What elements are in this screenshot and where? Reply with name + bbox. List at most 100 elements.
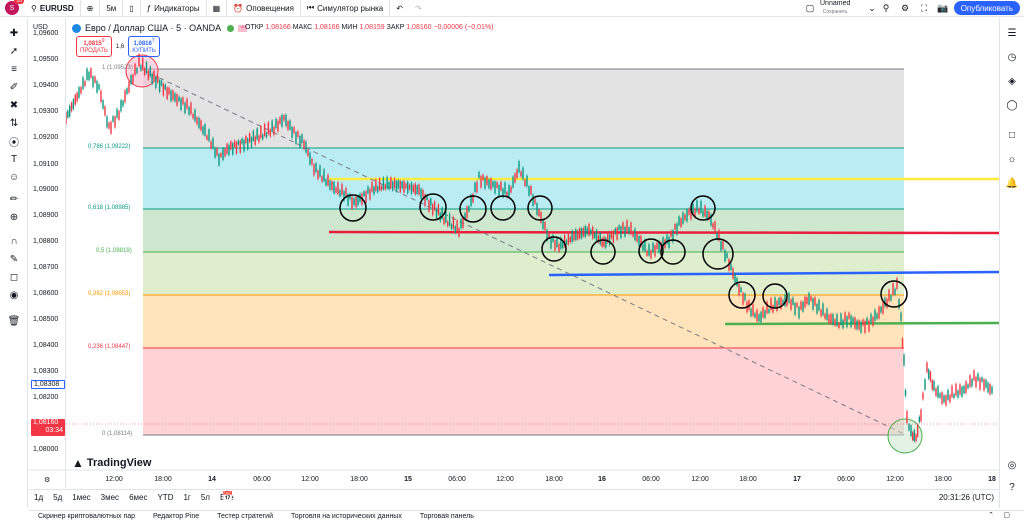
ideas-icon[interactable]: ☼ [1007, 153, 1017, 165]
publish-button[interactable]: Опубликовать [953, 1, 1020, 15]
highlight-circle[interactable] [590, 239, 616, 265]
layout-icon[interactable]: ▢ [805, 2, 815, 13]
replay-button[interactable]: ⏮ Симулятор рынка [301, 0, 391, 17]
alerts-clock-icon[interactable]: ◷ [1007, 51, 1017, 63]
range-button[interactable]: 1мес [72, 493, 91, 502]
highlight-circle[interactable] [638, 238, 664, 264]
candle-body [850, 315, 852, 328]
fib-trend-line[interactable] [142, 69, 905, 435]
user-avatar[interactable]: S 10 [5, 0, 24, 15]
highlight-circle[interactable] [762, 283, 788, 309]
legend-settings-icon[interactable]: ≈ [238, 24, 248, 32]
help-icon[interactable]: ? [1009, 481, 1015, 493]
hline-blue[interactable] [548, 270, 999, 277]
layout-name[interactable]: Unnamed Сохранить [820, 0, 850, 16]
emoji-icon[interactable]: ☺ [8, 171, 20, 183]
undo-icon: ↶ [396, 3, 403, 13]
highlight-circle[interactable] [541, 236, 567, 262]
eye-icon[interactable]: ◉ [9, 289, 19, 301]
chat-icon[interactable]: □ [1008, 129, 1016, 141]
bottom-tab[interactable]: Торговля на исторических данных [291, 513, 402, 520]
undo-button[interactable]: ↶ [390, 0, 409, 17]
bottom-tab[interactable]: Редактор Pine [153, 513, 200, 520]
tradingview-logo[interactable]: ▲ TradingView [72, 456, 151, 470]
brush-icon[interactable]: ✐ [9, 81, 19, 93]
data-window-icon[interactable]: ◎ [1007, 459, 1017, 471]
crosshair-icon[interactable]: ✚ [9, 27, 19, 39]
chart-type-button[interactable]: ▯ [123, 0, 141, 17]
highlight-circle[interactable] [527, 195, 553, 221]
maximize-panel-icon[interactable]: ▢ [1003, 512, 1010, 519]
range-button[interactable]: 3мес [100, 493, 120, 502]
camera-icon[interactable]: 📷 [937, 2, 949, 13]
text-icon[interactable]: T [10, 153, 18, 165]
fib-anchor-top[interactable] [125, 54, 159, 88]
hline-green[interactable] [724, 321, 999, 326]
bottom-tab[interactable]: Тестер стратегий [217, 513, 274, 520]
currency-label[interactable]: USD [33, 24, 48, 31]
magnet-icon[interactable]: ∩ [10, 235, 18, 247]
highlight-circle[interactable] [339, 194, 367, 222]
range-button[interactable]: Все [219, 493, 234, 502]
range-button[interactable]: 1г [183, 493, 191, 502]
candle-body [890, 295, 892, 301]
highlight-circle[interactable] [459, 195, 487, 223]
highlight-circle[interactable] [419, 193, 447, 221]
candle-body [973, 370, 975, 381]
candle-body [563, 234, 566, 247]
time-axis-settings-icon[interactable]: ⚙ [44, 477, 51, 484]
alerts-button[interactable]: ⏰ Оповещения [227, 0, 301, 17]
chart-title[interactable]: Евро / Доллар США · 5 · OANDA [85, 23, 222, 33]
cursor-icon[interactable]: ⦿ [9, 137, 19, 149]
lock-drawing-icon[interactable]: ✎ [9, 253, 19, 265]
price-axis[interactable]: USD [29, 18, 66, 488]
highlight-circle[interactable] [690, 195, 716, 221]
range-button[interactable]: 1д [34, 493, 44, 502]
highlight-circle[interactable] [880, 280, 908, 308]
fib-retracement-icon[interactable]: ≡ [11, 63, 17, 75]
indicators-button[interactable]: ƒ Индикаторы [141, 0, 207, 17]
pattern-icon[interactable]: ✖ [9, 99, 19, 111]
compare-button[interactable]: ⊕ [81, 0, 101, 17]
fib-anchor-bottom[interactable] [887, 418, 923, 454]
hotlists-icon[interactable]: ◯ [1006, 99, 1018, 111]
watchlist-icon[interactable]: ☰ [1007, 27, 1017, 39]
range-button[interactable]: 5д [53, 493, 63, 502]
lock-icon[interactable]: ◻ [9, 271, 19, 283]
range-button[interactable]: 6мес [129, 493, 148, 502]
highlight-circle[interactable] [728, 281, 756, 309]
prediction-icon[interactable]: ⇅ [9, 117, 19, 129]
settings-icon[interactable]: ⚙ [900, 2, 910, 13]
bottom-tab[interactable]: Торговая панель [419, 513, 474, 520]
trendline-icon[interactable]: ➚ [9, 45, 19, 57]
candle-body [658, 240, 660, 253]
layouts-dropdown-icon[interactable]: ⌄ [868, 2, 876, 13]
highlight-circle[interactable] [660, 239, 686, 265]
ruler-icon[interactable]: ✏ [9, 193, 19, 205]
highlight-circle[interactable] [490, 195, 516, 221]
symbol-search[interactable]: ⚲ EURUSD [25, 0, 81, 17]
eye-visibility-icon[interactable] [227, 24, 235, 32]
chart-canvas[interactable] [29, 18, 999, 488]
notifications-icon[interactable]: 🔔 [1005, 177, 1019, 189]
candle-body [168, 87, 170, 95]
interval-button[interactable]: 5м [100, 0, 124, 17]
buy-button[interactable]: 1,08167 КУПИТЬ [128, 36, 160, 57]
redo-button[interactable]: ↷ [409, 0, 428, 17]
range-button[interactable]: 5л [200, 493, 210, 502]
fullscreen-icon[interactable]: ⛶ [920, 2, 928, 13]
quick-search-icon[interactable]: ⚲ [882, 2, 890, 13]
zoom-in-icon[interactable]: ⊕ [9, 211, 19, 223]
goto-date-icon[interactable]: 📅 [222, 491, 234, 501]
layers-icon[interactable]: ◈ [1008, 75, 1016, 87]
bottom-tab[interactable]: Скринер криптовалютных пар [38, 513, 136, 520]
collapse-panel-icon[interactable]: ⌃ [988, 512, 994, 519]
templates-button[interactable]: ▦ [207, 0, 228, 17]
trash-icon[interactable]: 🗑 [7, 315, 21, 327]
hline-red[interactable] [328, 230, 999, 235]
highlight-circle[interactable] [702, 238, 734, 270]
range-button[interactable]: YTD [157, 493, 174, 502]
candle-body [782, 299, 784, 304]
chart-clock[interactable]: 20:31:26 (UTC) [938, 493, 994, 502]
sell-button[interactable]: 1,08159 ПРОДАТЬ [76, 36, 112, 57]
